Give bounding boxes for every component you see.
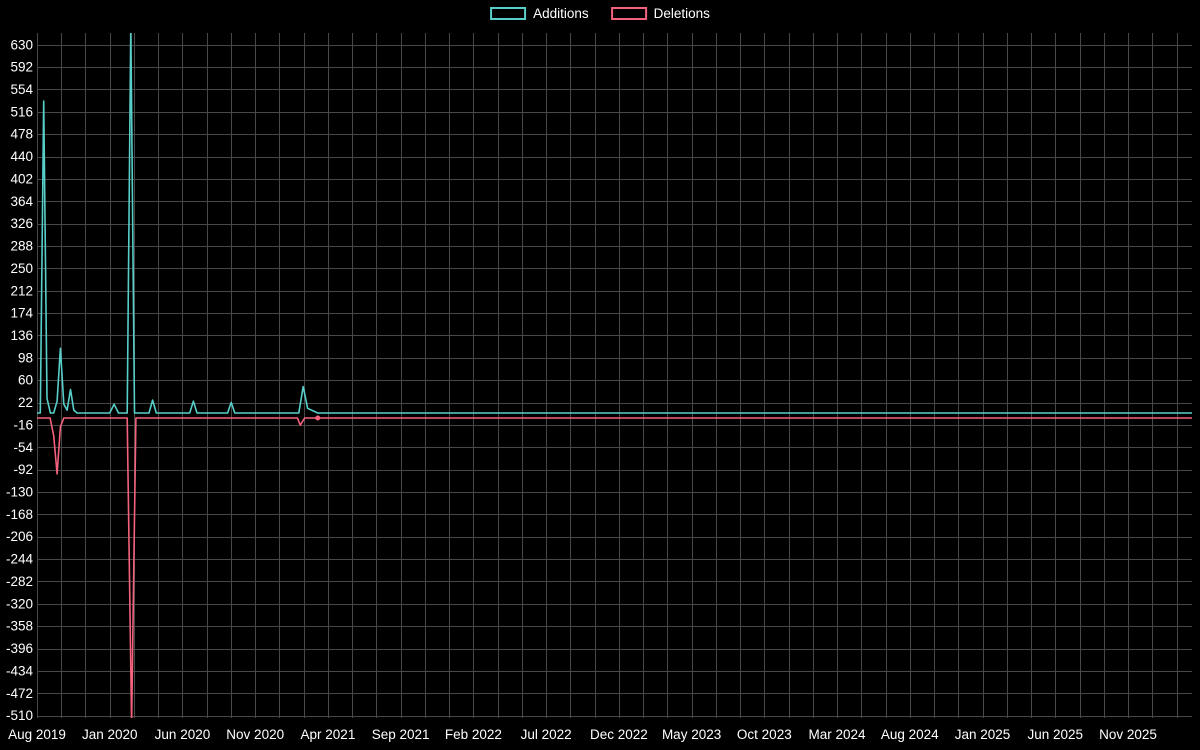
x-tick-label: Sep 2021: [372, 727, 430, 742]
y-tick-label: -434: [6, 663, 34, 678]
y-tick-label: 136: [10, 328, 33, 343]
legend-swatch-additions-icon: [490, 7, 527, 21]
y-tick-label: 98: [18, 350, 33, 365]
y-tick-label: -510: [6, 708, 33, 723]
y-tick-label: 554: [10, 82, 33, 97]
y-tick-label: -130: [6, 485, 33, 500]
x-tick-label: Apr 2021: [301, 727, 356, 742]
y-tick-label: -54: [13, 440, 33, 455]
series-line-additions: [37, 33, 1192, 414]
x-tick-label: Jun 2020: [155, 727, 211, 742]
legend-label-additions: Additions: [533, 6, 589, 21]
y-tick-label: -396: [6, 641, 33, 656]
x-tick-label: Nov 2025: [1099, 727, 1157, 742]
series-line-deletions: [37, 417, 1192, 718]
y-tick-label: 326: [10, 216, 33, 231]
y-tick-label: -282: [6, 574, 33, 589]
x-tick-label: May 2023: [662, 727, 721, 742]
x-tick-label: Jan 2025: [955, 727, 1011, 742]
y-tick-label: 516: [10, 104, 33, 119]
legend-item-deletions[interactable]: Deletions: [610, 6, 710, 21]
x-tick-label: Jun 2025: [1027, 727, 1083, 742]
y-tick-label: 250: [10, 261, 33, 276]
y-tick-label: 212: [10, 283, 33, 298]
x-tick-label: Nov 2020: [226, 727, 284, 742]
x-tick-label: Dec 2022: [590, 727, 648, 742]
x-tick-label: Aug 2024: [881, 727, 939, 742]
y-tick-label: 22: [18, 395, 33, 410]
y-tick-label: -92: [13, 462, 33, 477]
y-tick-label: -168: [6, 507, 33, 522]
y-tick-label: -358: [6, 619, 33, 634]
y-tick-label: 174: [10, 306, 33, 321]
y-axis-tick-labels: 630 592 554 516 478 440 402 364 326 288 250 212 174 1…: [6, 37, 34, 723]
x-axis-tick-labels: Aug 2019 Jan 2020 Jun 2020 Nov 2020 Apr 2021…: [8, 727, 1157, 742]
y-tick-label: 402: [10, 171, 33, 186]
x-tick-label: Jan 2020: [82, 727, 138, 742]
y-tick-label: -472: [6, 686, 33, 701]
y-tick-label: -16: [13, 417, 33, 432]
x-tick-label: Feb 2022: [445, 727, 502, 742]
legend-swatch-deletions-icon: [610, 7, 647, 21]
legend-label-deletions: Deletions: [653, 6, 710, 21]
y-tick-label: 364: [10, 194, 33, 209]
x-tick-label: Oct 2023: [737, 727, 792, 742]
y-tick-label: -206: [6, 529, 33, 544]
y-tick-label: 592: [10, 60, 33, 75]
x-tick-label: Aug 2019: [8, 727, 66, 742]
y-tick-label: 440: [10, 149, 33, 164]
legend-item-additions[interactable]: Additions: [490, 7, 589, 21]
y-tick-label: -244: [6, 552, 34, 567]
grid-lines: [37, 33, 1192, 718]
y-tick-label: 60: [18, 373, 33, 388]
series-end-marker-deletions: [315, 415, 321, 421]
y-tick-label: 478: [10, 127, 33, 142]
x-tick-label: Mar 2024: [809, 727, 867, 742]
x-tick-label: Jul 2022: [521, 727, 572, 742]
chart-legend: Additions Deletions: [490, 7, 710, 21]
y-tick-label: 630: [10, 37, 33, 52]
y-tick-label: -320: [6, 596, 33, 611]
y-tick-label: 288: [10, 239, 33, 254]
